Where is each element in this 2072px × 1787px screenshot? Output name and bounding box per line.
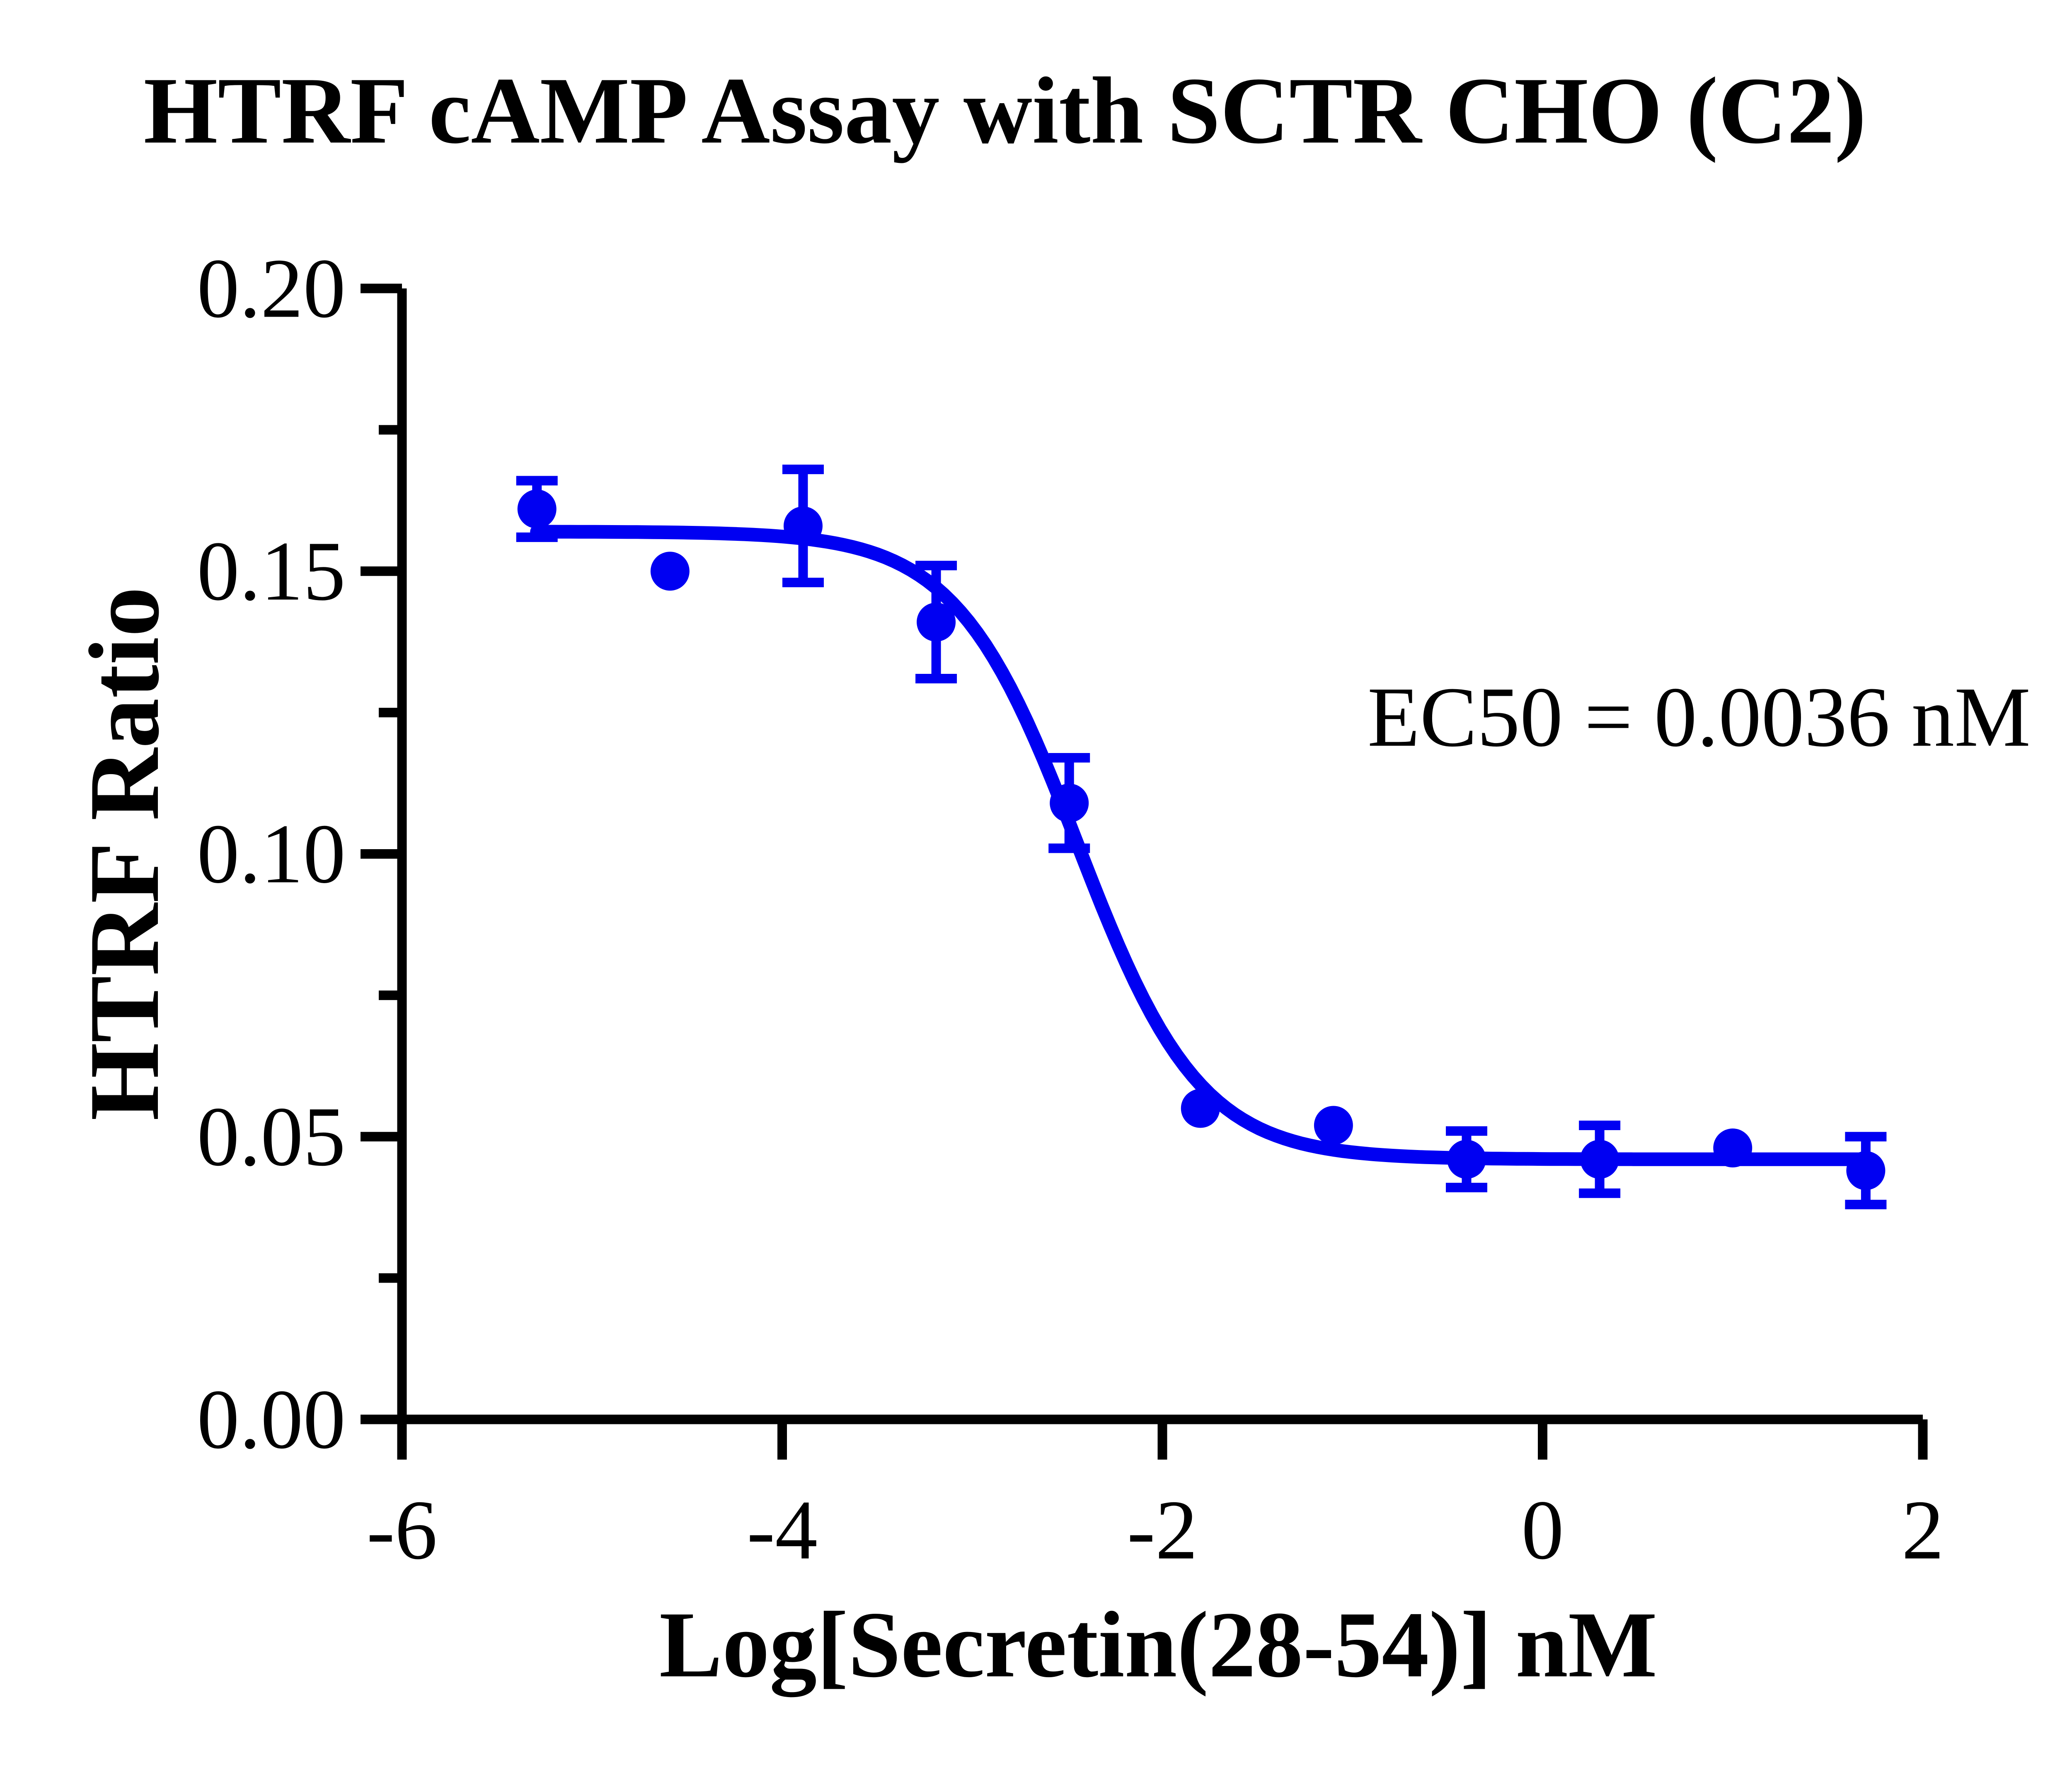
data-point-marker <box>783 506 823 546</box>
data-point-marker <box>1846 1151 1886 1190</box>
y-tick-label: 0.10 <box>197 807 346 901</box>
x-tick-label: -2 <box>1127 1483 1198 1577</box>
x-tick-label: 2 <box>1902 1483 1944 1577</box>
chart-title: HTRF cAMP Assay with SCTR CHO (C2) <box>143 58 1866 163</box>
x-tick-label: -6 <box>367 1483 438 1577</box>
x-tick-label: -4 <box>747 1483 818 1577</box>
x-tick-label: 0 <box>1521 1483 1564 1577</box>
data-point-marker <box>1713 1128 1752 1168</box>
y-tick-label: 0.00 <box>197 1373 346 1467</box>
data-point-marker <box>917 603 956 642</box>
data-point-marker <box>1447 1140 1486 1179</box>
data-point-marker <box>517 489 557 529</box>
data-point-marker <box>650 552 690 591</box>
data-point-marker <box>1580 1140 1619 1179</box>
y-tick-label: 0.20 <box>197 242 346 336</box>
y-tick-label: 0.15 <box>197 524 346 618</box>
data-point-marker <box>1314 1106 1353 1145</box>
x-axis-title: Log[Secretin(28-54)] nM <box>659 1593 1658 1697</box>
data-point-marker <box>1181 1089 1220 1128</box>
fit-curve <box>530 525 1873 1166</box>
ec50-annotation: EC50 = 0.0036 nM <box>1367 669 2031 765</box>
y-tick-label: 0.05 <box>197 1090 346 1184</box>
data-point-marker <box>1050 783 1089 823</box>
